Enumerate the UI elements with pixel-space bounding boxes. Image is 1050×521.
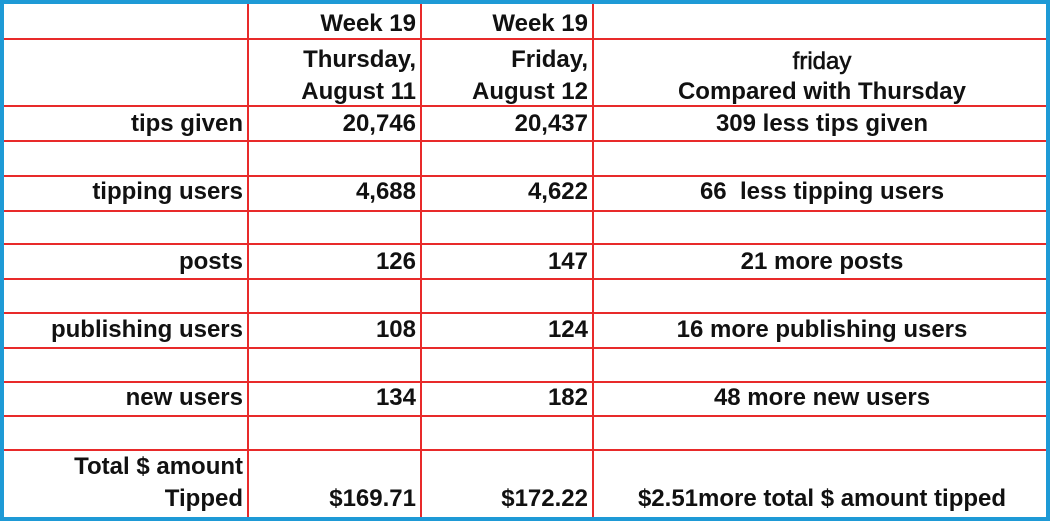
thursday-value: 4,688 xyxy=(355,178,416,205)
row-line xyxy=(4,312,1046,314)
friday-value: $172.22 xyxy=(501,485,588,512)
row-line xyxy=(4,210,1046,212)
friday-value: 124 xyxy=(547,316,588,343)
row-line xyxy=(4,243,1046,245)
column-line xyxy=(592,4,594,517)
friday-value: 4,622 xyxy=(527,178,588,205)
row-line xyxy=(4,415,1046,417)
column-date: Friday, xyxy=(511,46,588,73)
column-comparison: Compared with Thursday xyxy=(677,78,967,105)
column-line xyxy=(420,4,422,517)
thursday-value: 134 xyxy=(375,384,416,411)
difference: $2.51more total $ amount tipped xyxy=(637,485,1007,512)
friday-value: 182 xyxy=(547,384,588,411)
thursday-value: 20,746 xyxy=(342,110,416,137)
row-line xyxy=(4,347,1046,349)
difference: 16 more publishing users xyxy=(676,316,968,343)
column-date: August 12 xyxy=(471,78,588,105)
row-line xyxy=(4,175,1046,177)
row-line xyxy=(4,381,1046,383)
row-line xyxy=(4,449,1046,451)
difference: 66 less tipping users xyxy=(699,178,945,205)
column-comparison: friday xyxy=(792,48,852,76)
row-label: posts xyxy=(178,248,243,275)
column-line xyxy=(247,4,249,517)
friday-value: 20,437 xyxy=(514,110,588,137)
row-label: tips given xyxy=(130,110,243,137)
row-line xyxy=(4,278,1046,280)
column-date: August 11 xyxy=(301,78,416,105)
difference: 48 more new users xyxy=(713,384,931,411)
row-line xyxy=(4,105,1046,107)
row-label: Tipped xyxy=(164,485,243,512)
thursday-value: $169.71 xyxy=(329,485,416,512)
difference: 309 less tips given xyxy=(715,110,929,137)
row-label: publishing users xyxy=(50,316,243,343)
thursday-value: 108 xyxy=(375,316,416,343)
difference: 21 more posts xyxy=(740,248,904,275)
thursday-value: 126 xyxy=(375,248,416,275)
row-line xyxy=(4,38,1046,40)
friday-value: 147 xyxy=(547,248,588,275)
row-line xyxy=(4,140,1046,142)
row-label: new users xyxy=(125,384,243,411)
column-date: Thursday, xyxy=(303,46,416,73)
column-week: Week 19 xyxy=(320,10,416,37)
row-label: tipping users xyxy=(92,178,243,205)
row-label: Total $ amount xyxy=(74,453,243,480)
column-week: Week 19 xyxy=(492,10,588,37)
